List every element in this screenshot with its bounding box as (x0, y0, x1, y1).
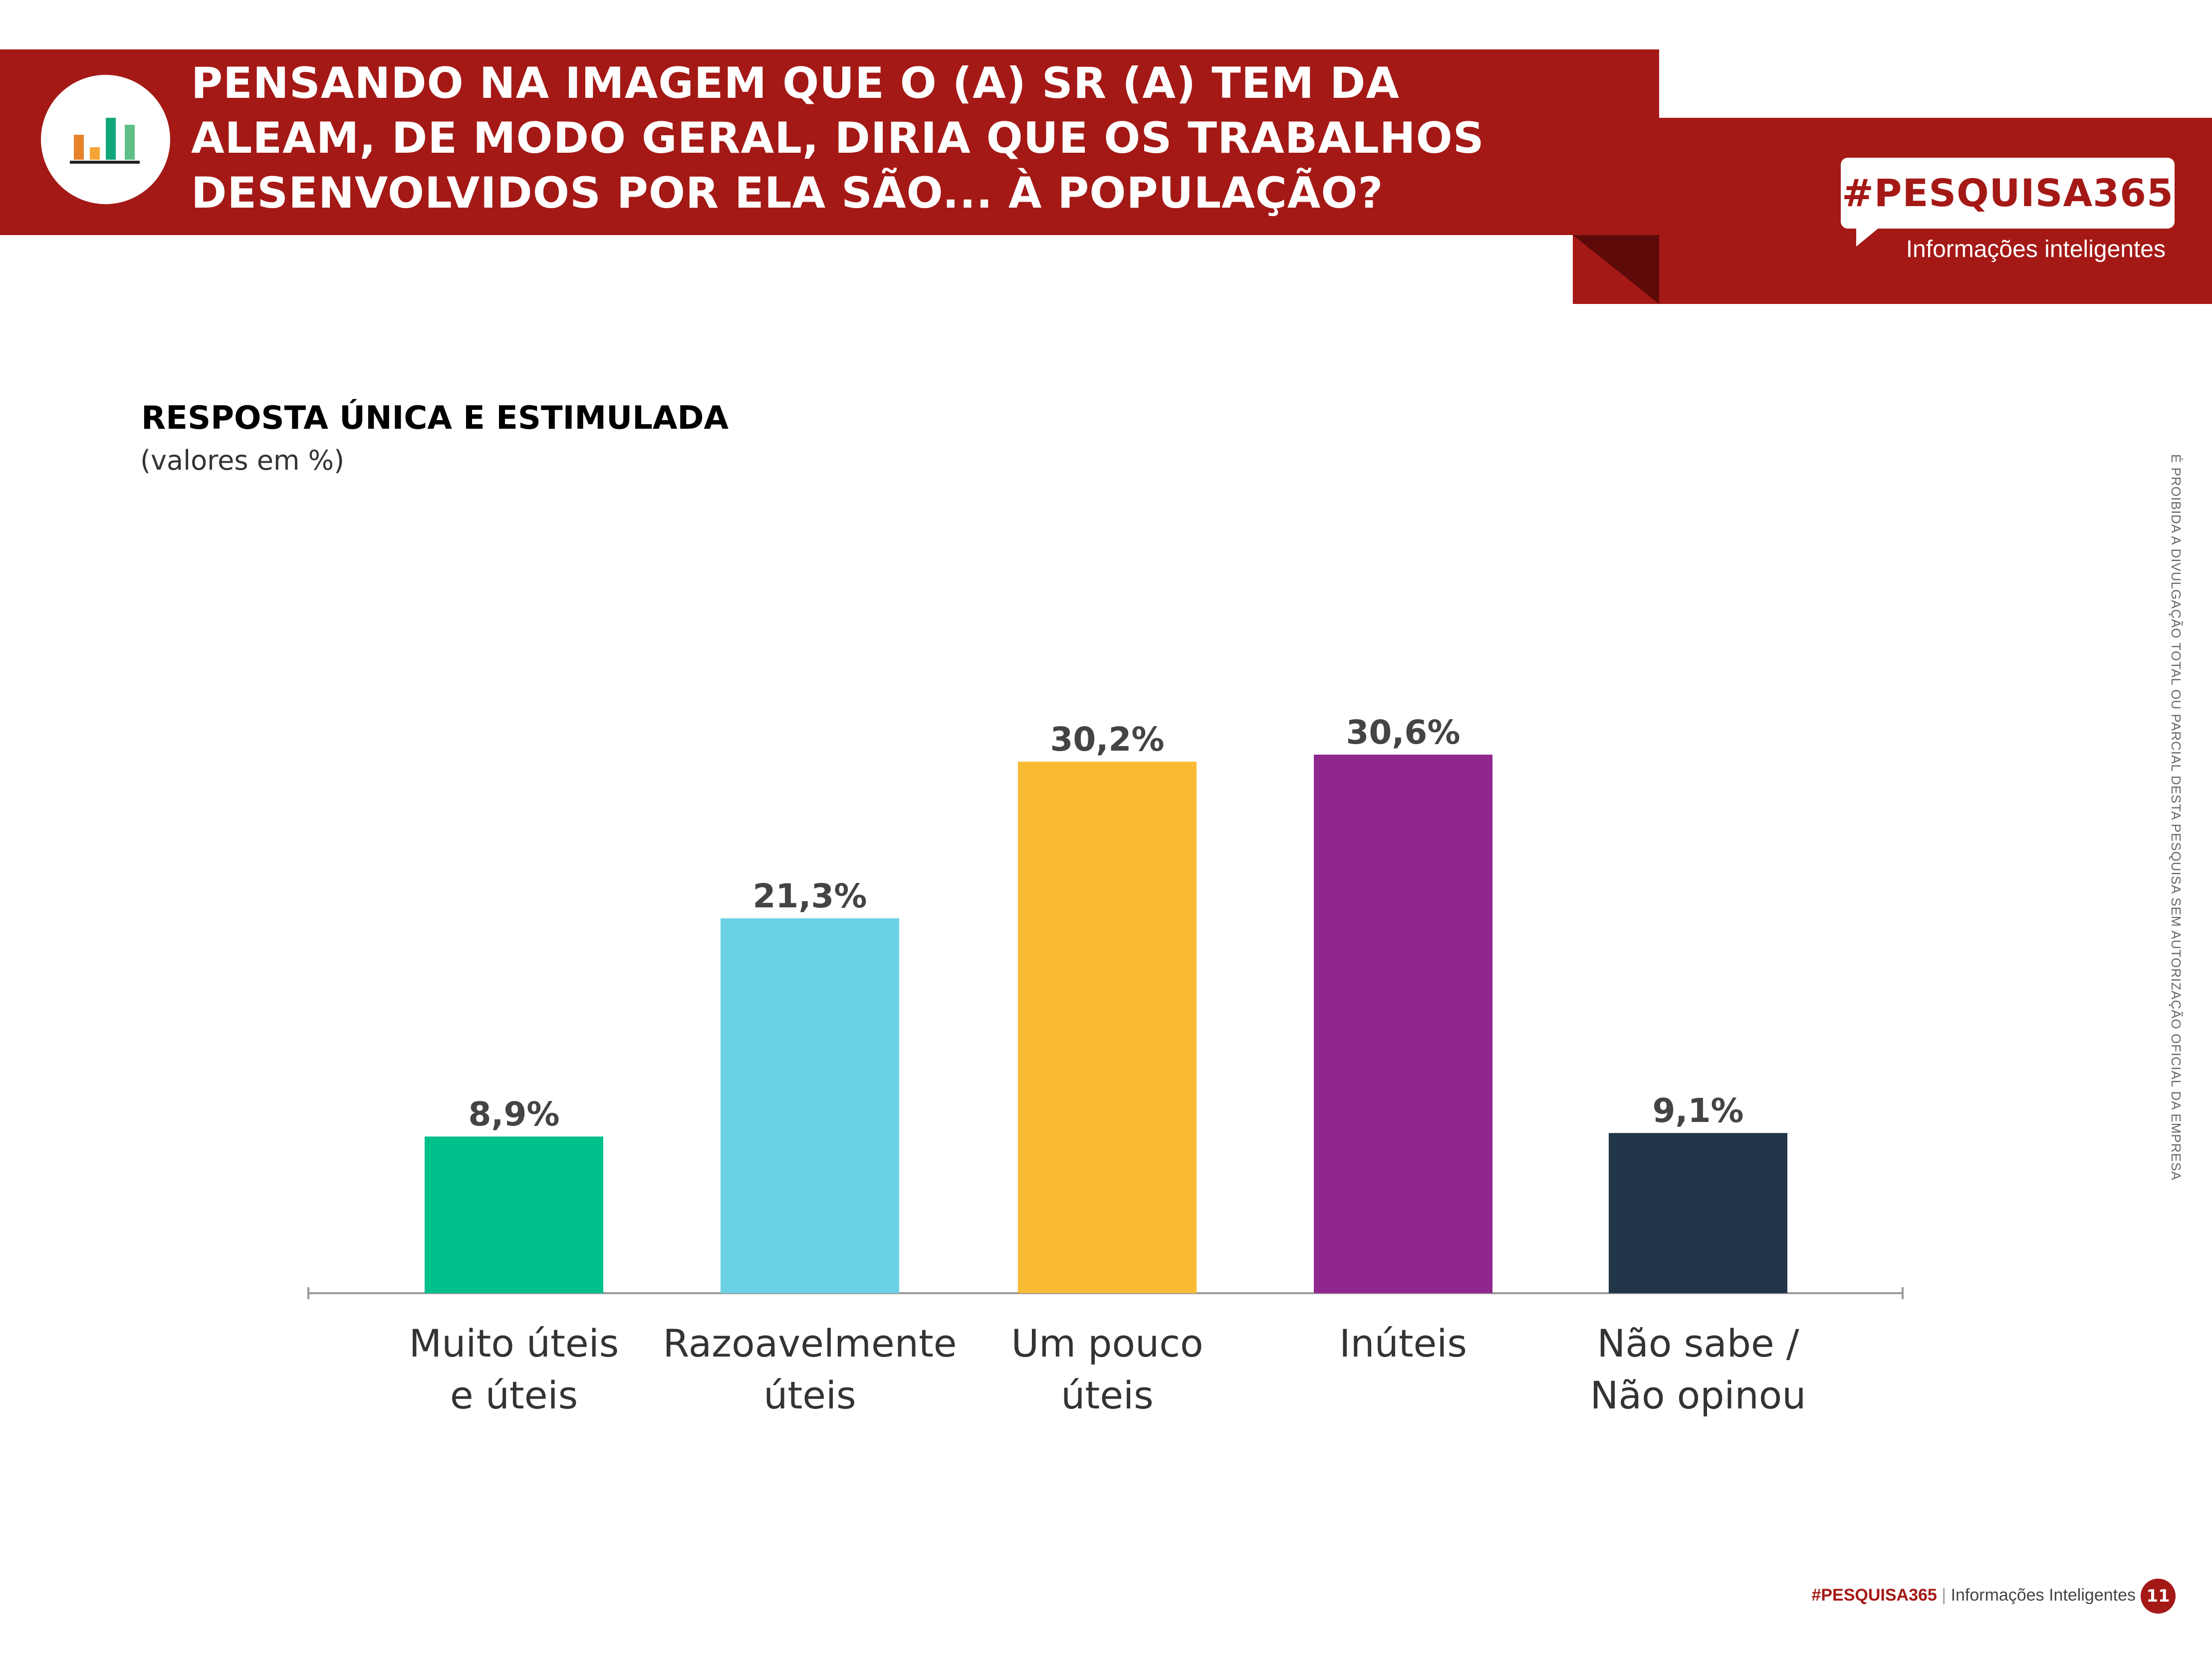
bar (1018, 762, 1197, 1293)
category-label: Inúteis (1339, 1321, 1467, 1366)
category-label: Muito úteis (409, 1321, 619, 1366)
data-label: 30,2% (1050, 720, 1165, 759)
category-label: úteis (763, 1373, 856, 1417)
bar (425, 1136, 603, 1293)
category-label: e úteis (450, 1373, 578, 1417)
question-line: ALEAM, DE MODO GERAL, DIRIA QUE OS TRABA… (191, 113, 1484, 163)
data-label: 21,3% (753, 877, 867, 915)
category-label: úteis (1061, 1373, 1153, 1417)
bar (1609, 1133, 1787, 1293)
brand-subtitle: Informações inteligentes (1906, 236, 2166, 263)
category-label: Não opinou (1590, 1373, 1806, 1417)
question-title: PENSANDO NA IMAGEM QUE O (A) SR (A) TEM … (191, 56, 1588, 221)
chart-subheading: (valores em %) (140, 445, 345, 476)
page-number: 11 (2141, 1579, 2176, 1614)
brand-tag: #PESQUISA365 (1841, 158, 2175, 229)
header-banner (0, 49, 1659, 235)
footer-subtitle: Informações Inteligentes (1951, 1586, 2136, 1605)
data-label: 8,9% (468, 1095, 559, 1133)
copyright-note: É PROIBIDA A DIVULGAÇÃO TOTAL OU PARCIAL… (2169, 454, 2184, 1181)
bar-chart-icon (41, 75, 170, 204)
footer-brand: #PESQUISA365 (1811, 1586, 1937, 1605)
chart-heading: RESPOSTA ÚNICA E ESTIMULADA (141, 400, 729, 437)
footer-separator: | (1942, 1586, 1947, 1605)
speech-bubble-tail (1856, 228, 1879, 247)
category-label: Razoavelmente (663, 1321, 957, 1366)
data-label: 30,6% (1346, 713, 1461, 752)
question-line: PENSANDO NA IMAGEM QUE O (A) SR (A) TEM … (191, 58, 1400, 108)
data-label: 9,1% (1652, 1092, 1743, 1130)
footer: #PESQUISA365 | Informações Inteligentes (1707, 1581, 2136, 1609)
category-label: Um pouco (1011, 1321, 1203, 1366)
question-line: DESENVOLVIDOS POR ELA SÃO... À POPULAÇÃO… (191, 168, 1384, 218)
bar (1314, 755, 1492, 1293)
bar (721, 918, 899, 1293)
banner-fold (1573, 235, 1659, 304)
category-label: Não sabe / (1597, 1321, 1799, 1366)
